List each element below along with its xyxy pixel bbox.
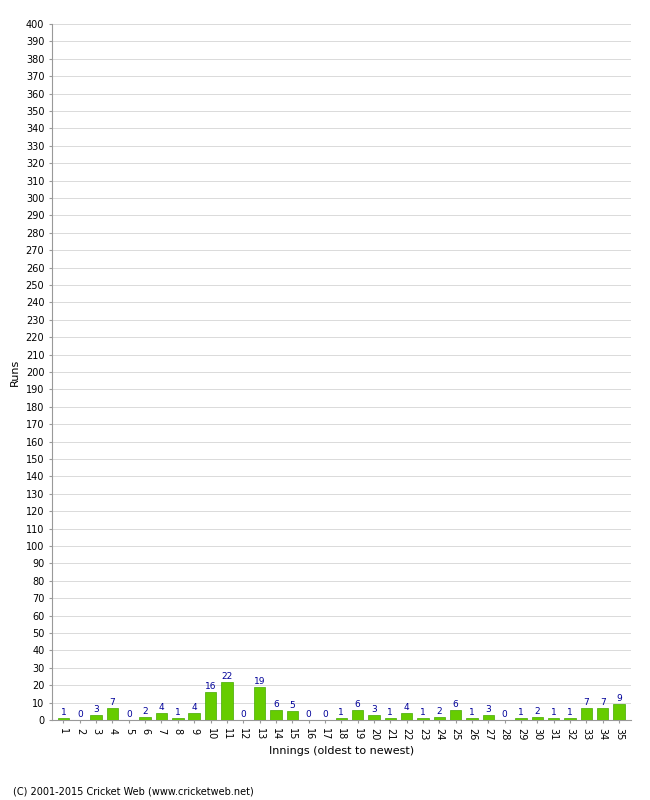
Text: 3: 3 — [371, 705, 377, 714]
Bar — [614, 704, 625, 720]
Text: 1: 1 — [175, 708, 181, 718]
Text: 3: 3 — [486, 705, 491, 714]
Bar — [450, 710, 461, 720]
Bar — [205, 692, 216, 720]
Bar — [368, 714, 380, 720]
Text: 4: 4 — [159, 703, 164, 712]
Text: 19: 19 — [254, 677, 265, 686]
Text: 6: 6 — [453, 700, 458, 709]
Text: 5: 5 — [289, 702, 295, 710]
Bar — [221, 682, 233, 720]
Text: 16: 16 — [205, 682, 216, 691]
Text: 0: 0 — [240, 710, 246, 719]
Text: 2: 2 — [142, 706, 148, 716]
Text: 6: 6 — [355, 700, 361, 709]
Bar — [90, 714, 102, 720]
Bar — [287, 711, 298, 720]
Text: 1: 1 — [387, 708, 393, 718]
Text: 7: 7 — [110, 698, 115, 707]
Bar — [482, 714, 494, 720]
Text: 1: 1 — [420, 708, 426, 718]
Text: 2: 2 — [437, 706, 442, 716]
Bar — [466, 718, 478, 720]
Bar — [580, 708, 592, 720]
Text: 1: 1 — [567, 708, 573, 718]
Bar — [434, 717, 445, 720]
Bar — [532, 717, 543, 720]
Text: (C) 2001-2015 Cricket Web (www.cricketweb.net): (C) 2001-2015 Cricket Web (www.cricketwe… — [13, 786, 254, 796]
Bar — [172, 718, 183, 720]
Text: 7: 7 — [584, 698, 590, 707]
Text: 1: 1 — [60, 708, 66, 718]
Bar — [401, 713, 412, 720]
Text: 2: 2 — [534, 706, 540, 716]
Bar — [270, 710, 281, 720]
Bar — [188, 713, 200, 720]
Text: 3: 3 — [93, 705, 99, 714]
X-axis label: Innings (oldest to newest): Innings (oldest to newest) — [268, 746, 414, 756]
Bar — [107, 708, 118, 720]
Bar — [254, 687, 265, 720]
Text: 22: 22 — [221, 672, 233, 681]
Bar — [385, 718, 396, 720]
Text: 4: 4 — [404, 703, 410, 712]
Bar — [564, 718, 576, 720]
Text: 0: 0 — [306, 710, 311, 719]
Bar — [417, 718, 429, 720]
Bar — [140, 717, 151, 720]
Text: 0: 0 — [502, 710, 508, 719]
Bar — [58, 718, 69, 720]
Bar — [548, 718, 560, 720]
Text: 0: 0 — [77, 710, 83, 719]
Text: 0: 0 — [126, 710, 132, 719]
Text: 6: 6 — [273, 700, 279, 709]
Text: 9: 9 — [616, 694, 622, 703]
Text: 1: 1 — [551, 708, 556, 718]
Bar — [597, 708, 608, 720]
Text: 4: 4 — [191, 703, 197, 712]
Text: 1: 1 — [469, 708, 475, 718]
Bar — [335, 718, 347, 720]
Bar — [156, 713, 167, 720]
Bar — [515, 718, 526, 720]
Text: 1: 1 — [518, 708, 524, 718]
Y-axis label: Runs: Runs — [10, 358, 20, 386]
Text: 0: 0 — [322, 710, 328, 719]
Text: 7: 7 — [600, 698, 606, 707]
Text: 1: 1 — [339, 708, 344, 718]
Bar — [352, 710, 363, 720]
